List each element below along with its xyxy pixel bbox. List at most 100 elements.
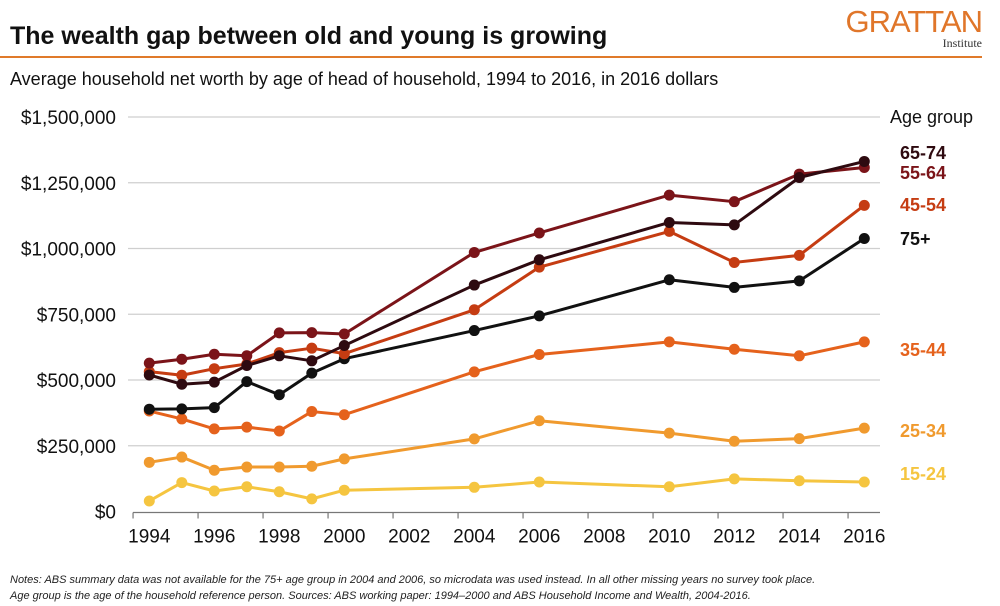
data-point-75+ — [663, 274, 675, 286]
data-point-55-64 — [306, 327, 318, 339]
data-point-35-44 — [306, 406, 318, 418]
data-point-25-34 — [176, 451, 188, 463]
data-point-35-44 — [273, 425, 285, 437]
data-point-35-44 — [176, 413, 188, 425]
data-point-75+ — [306, 367, 318, 379]
data-point-75+ — [273, 389, 285, 401]
data-point-55-64 — [663, 189, 675, 201]
data-point-45-54 — [793, 249, 805, 261]
data-point-25-34 — [273, 461, 285, 473]
y-tick-label: $500,000 — [37, 371, 116, 392]
data-point-45-54 — [208, 363, 220, 375]
data-point-55-64 — [533, 227, 545, 239]
series-label-75+: 75+ — [900, 229, 931, 249]
data-point-75+ — [176, 403, 188, 415]
notes-line-1: Notes: ABS summary data was not availabl… — [10, 574, 816, 586]
data-point-45-54 — [338, 348, 350, 360]
y-tick-label: $750,000 — [37, 305, 116, 326]
data-point-75+ — [858, 233, 870, 245]
data-point-35-44 — [728, 343, 740, 355]
data-point-15-24 — [468, 481, 480, 493]
data-point-25-34 — [306, 460, 318, 472]
data-point-25-34 — [241, 461, 253, 473]
data-point-65-74 — [306, 355, 318, 367]
x-tick-label: 2006 — [518, 527, 560, 548]
data-point-45-54 — [176, 369, 188, 381]
data-point-15-24 — [241, 481, 253, 493]
data-point-25-34 — [468, 433, 480, 445]
header-rule — [0, 56, 982, 58]
series-label-45-54: 45-54 — [900, 195, 946, 215]
y-tick-label: $1,500,000 — [21, 108, 116, 129]
data-point-15-24 — [728, 473, 740, 485]
data-point-25-34 — [208, 464, 220, 476]
data-point-75+ — [241, 376, 253, 388]
x-tick-label: 1996 — [193, 527, 235, 548]
data-point-55-64 — [728, 196, 740, 208]
data-point-65-74 — [273, 350, 285, 362]
data-point-75+ — [143, 403, 155, 415]
data-point-35-44 — [241, 421, 253, 433]
data-point-35-44 — [208, 423, 220, 435]
data-point-75+ — [793, 275, 805, 287]
data-point-15-24 — [143, 495, 155, 507]
data-point-45-54 — [306, 342, 318, 354]
x-tick-label: 2012 — [713, 527, 755, 548]
data-point-45-54 — [468, 304, 480, 316]
legend-title: Age group — [890, 107, 973, 127]
data-point-55-64 — [273, 327, 285, 339]
data-point-25-34 — [143, 456, 155, 468]
data-point-65-74 — [176, 378, 188, 390]
data-point-65-74 — [468, 279, 480, 291]
data-point-35-44 — [858, 336, 870, 348]
data-point-15-24 — [273, 486, 285, 498]
chart-title: The wealth gap between old and young is … — [10, 22, 608, 50]
data-point-75+ — [468, 325, 480, 337]
data-point-55-64 — [241, 350, 253, 362]
y-tick-label: $1,250,000 — [21, 174, 116, 195]
x-tick-label: 2004 — [453, 527, 496, 548]
data-point-55-64 — [208, 348, 220, 360]
series-label-55-64: 55-64 — [900, 163, 946, 183]
series-label-35-44: 35-44 — [900, 340, 946, 360]
notes-line-2: Age group is the age of the household re… — [10, 590, 751, 602]
chart-notes: Notes: ABS summary data was not availabl… — [10, 572, 815, 604]
data-point-35-44 — [793, 350, 805, 362]
data-point-75+ — [533, 310, 545, 322]
data-point-15-24 — [858, 476, 870, 488]
data-point-25-34 — [793, 433, 805, 445]
data-point-35-44 — [468, 366, 480, 378]
logo-sub: Institute — [942, 36, 982, 50]
data-point-65-74 — [728, 219, 740, 231]
data-point-55-64 — [176, 353, 188, 365]
x-tick-label: 1994 — [128, 527, 171, 548]
x-tick-label: 2000 — [323, 527, 365, 548]
data-point-45-54 — [858, 199, 870, 211]
data-point-25-34 — [858, 422, 870, 434]
data-point-15-24 — [663, 481, 675, 493]
data-point-55-64 — [468, 246, 480, 258]
data-point-55-64 — [338, 328, 350, 340]
data-point-35-44 — [533, 348, 545, 360]
data-point-65-74 — [793, 171, 805, 183]
data-point-15-24 — [793, 475, 805, 487]
y-tick-label: $1,000,000 — [21, 240, 116, 261]
grattan-logo: GRATTAN Institute — [845, 6, 983, 51]
data-point-25-34 — [533, 415, 545, 427]
data-point-75+ — [728, 281, 740, 293]
y-tick-label: $250,000 — [37, 437, 116, 458]
data-point-25-34 — [663, 427, 675, 439]
x-tick-label: 2010 — [648, 527, 690, 548]
series-line-75+ — [149, 237, 866, 411]
data-point-35-44 — [663, 336, 675, 348]
data-point-15-24 — [208, 485, 220, 497]
data-point-75+ — [208, 402, 220, 414]
data-point-45-54 — [663, 225, 675, 237]
data-point-15-24 — [176, 477, 188, 489]
x-tick-label: 1998 — [258, 527, 300, 548]
y-tick-label: $0 — [95, 503, 116, 524]
data-point-15-24 — [338, 484, 350, 496]
series-line-15-24 — [148, 477, 865, 503]
x-tick-label: 2016 — [843, 527, 885, 548]
